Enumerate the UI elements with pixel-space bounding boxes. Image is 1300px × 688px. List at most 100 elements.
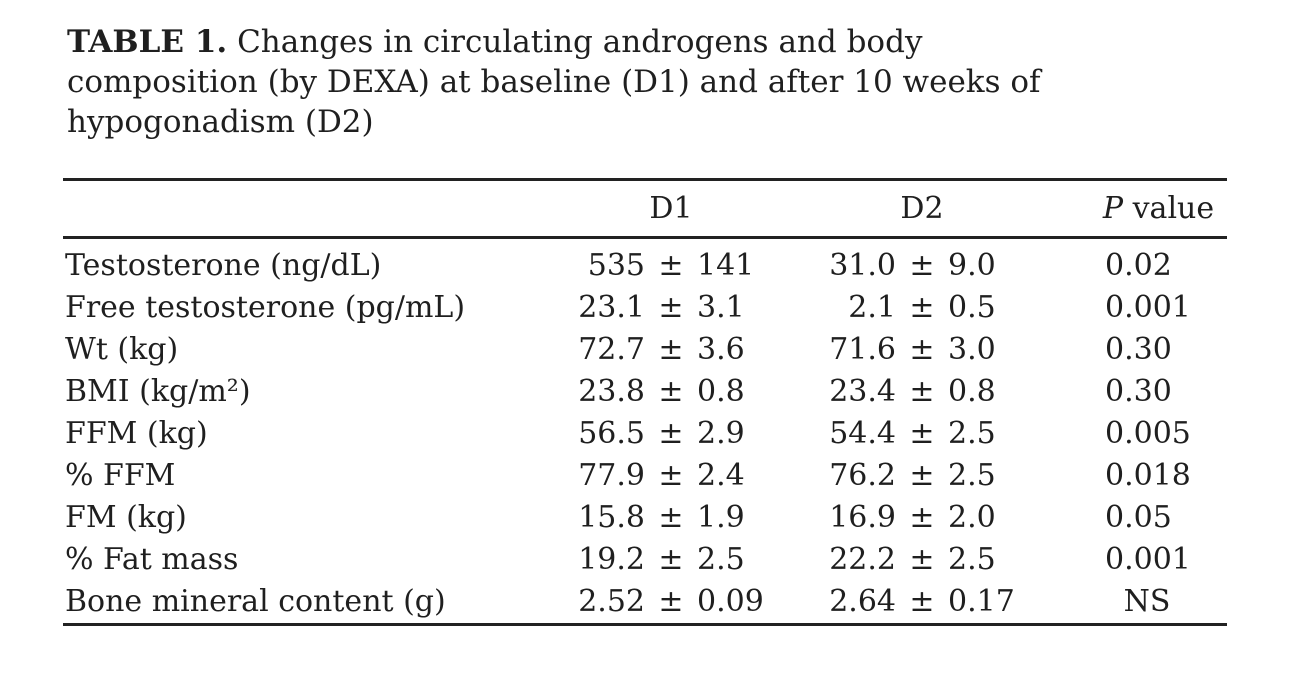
d1-plus-minus: ± xyxy=(658,374,684,409)
d1-mean: 72.7 xyxy=(578,332,645,367)
col-header-p-value: P value xyxy=(1090,181,1227,236)
d1-plus-minus: ± xyxy=(658,584,684,619)
p-value: NS xyxy=(1123,584,1171,619)
table-row: FM (kg) 15.8 ±1.9 16.9 ±2.0 0.05 xyxy=(63,497,1227,539)
d1-error: 1.9 xyxy=(697,500,745,535)
table-row: BMI (kg/m²) 23.8 ±0.8 23.4 ±0.8 0.30 xyxy=(63,371,1227,413)
p-italic: P xyxy=(1102,191,1124,226)
d2-plus-minus: ± xyxy=(909,542,935,577)
table-row: FFM (kg) 56.5 ±2.9 54.4 ±2.5 0.005 xyxy=(63,413,1227,455)
d1-mean: 23.1 xyxy=(578,290,645,325)
d1-error: 0.8 xyxy=(697,374,745,409)
d2-plus-minus: ± xyxy=(909,416,935,451)
p-value: 0.001 xyxy=(1105,290,1191,325)
table-row: Testosterone (ng/dL) 535 ±141 31.0 ±9.0 0.02 xyxy=(63,245,1227,287)
d1-error: 2.9 xyxy=(697,416,745,451)
caption-line-3: hypogonadism (D2) xyxy=(67,104,374,140)
d1-plus-minus: ± xyxy=(658,458,684,493)
d2-mean: 76.2 xyxy=(829,458,896,493)
caption-text-1: Changes in circulating androgens and bod… xyxy=(237,24,923,60)
caption-table-number: TABLE 1. xyxy=(67,24,228,60)
p-value: 0.05 xyxy=(1105,500,1172,535)
table-top-rule xyxy=(63,178,1227,181)
p-value: 0.30 xyxy=(1105,332,1172,367)
d2-mean: 2.1 xyxy=(848,290,896,325)
table-row: Wt (kg) 72.7 ±3.6 71.6 ±3.0 0.30 xyxy=(63,329,1227,371)
d2-error: 0.17 xyxy=(948,584,1015,619)
row-label: Free testosterone (pg/mL) xyxy=(65,290,466,325)
d2-plus-minus: ± xyxy=(909,374,935,409)
row-label: Bone mineral content (g) xyxy=(65,584,446,619)
table-row: Bone mineral content (g) 2.52 ±0.09 2.64 ±0.… xyxy=(63,581,1227,623)
d2-error: 0.8 xyxy=(948,374,996,409)
d2-plus-minus: ± xyxy=(909,500,935,535)
table-mid-rule xyxy=(63,236,1227,239)
row-label: BMI (kg/m²) xyxy=(65,374,251,409)
d1-error: 3.1 xyxy=(697,290,745,325)
row-label: Wt (kg) xyxy=(65,332,179,367)
d1-mean: 535 xyxy=(587,248,645,283)
d1-mean: 56.5 xyxy=(578,416,645,451)
row-label: FM (kg) xyxy=(65,500,187,535)
table-body: Testosterone (ng/dL) 535 ±141 31.0 ±9.0 0.02 F… xyxy=(63,239,1227,623)
p-value: 0.005 xyxy=(1105,416,1191,451)
p-value-cell: 0.001 xyxy=(1090,287,1227,329)
d1-plus-minus: ± xyxy=(658,416,684,451)
d2-error: 2.5 xyxy=(948,416,996,451)
d1-plus-minus: ± xyxy=(658,248,684,283)
caption-line-1: TABLE 1. Changes in circulating androgen… xyxy=(67,22,1207,62)
p-value-cell: 0.001 xyxy=(1090,539,1227,581)
p-value-cell: 0.30 xyxy=(1090,371,1227,413)
d1-plus-minus: ± xyxy=(658,500,684,535)
p-value: 0.001 xyxy=(1105,542,1191,577)
p-value: 0.018 xyxy=(1105,458,1191,493)
row-label: % FFM xyxy=(65,458,176,493)
row-label: % Fat mass xyxy=(65,542,239,577)
row-label: FFM (kg) xyxy=(65,416,208,451)
d2-error: 2.5 xyxy=(948,542,996,577)
d1-mean: 77.9 xyxy=(578,458,645,493)
d2-mean: 22.2 xyxy=(829,542,896,577)
d1-error: 3.6 xyxy=(697,332,745,367)
table-header-row: D1 D2 P value xyxy=(63,181,1227,236)
d2-mean: 71.6 xyxy=(829,332,896,367)
d1-error: 2.5 xyxy=(697,542,745,577)
row-label: Testosterone (ng/dL) xyxy=(65,248,382,283)
d2-plus-minus: ± xyxy=(909,290,935,325)
d1-error: 0.09 xyxy=(697,584,764,619)
d2-error: 9.0 xyxy=(948,248,996,283)
table-caption: TABLE 1. Changes in circulating androgen… xyxy=(67,22,1207,142)
table-bottom-rule xyxy=(63,623,1227,626)
d2-error: 2.0 xyxy=(948,500,996,535)
d2-mean: 31.0 xyxy=(829,248,896,283)
table-row: Free testosterone (pg/mL) 23.1 ±3.1 2.1 ±0.5… xyxy=(63,287,1227,329)
p-value: 0.30 xyxy=(1105,374,1172,409)
d1-plus-minus: ± xyxy=(658,332,684,367)
d2-error: 3.0 xyxy=(948,332,996,367)
col-header-d1: D1 xyxy=(649,191,693,226)
d1-mean: 19.2 xyxy=(578,542,645,577)
table-row: % Fat mass 19.2 ±2.5 22.2 ±2.5 0.001 xyxy=(63,539,1227,581)
p-value: 0.02 xyxy=(1105,248,1172,283)
d2-mean: 54.4 xyxy=(829,416,896,451)
d2-plus-minus: ± xyxy=(909,458,935,493)
d2-error: 2.5 xyxy=(948,458,996,493)
data-table: D1 D2 P value Testosterone (ng/dL) 535 ±14… xyxy=(63,178,1227,626)
d1-mean: 23.8 xyxy=(578,374,645,409)
p-value-cell: 0.005 xyxy=(1090,413,1227,455)
d2-plus-minus: ± xyxy=(909,248,935,283)
p-value-cell: 0.02 xyxy=(1090,245,1227,287)
caption-line-2: composition (by DEXA) at baseline (D1) a… xyxy=(67,64,1041,100)
d2-mean: 23.4 xyxy=(829,374,896,409)
col-header-d2: D2 xyxy=(900,191,944,226)
d1-error: 141 xyxy=(697,248,755,283)
p-value-cell: 0.018 xyxy=(1090,455,1227,497)
d1-error: 2.4 xyxy=(697,458,745,493)
p-value-cell: 0.30 xyxy=(1090,329,1227,371)
table-row: % FFM 77.9 ±2.4 76.2 ±2.5 0.018 xyxy=(63,455,1227,497)
d2-plus-minus: ± xyxy=(909,332,935,367)
d2-error: 0.5 xyxy=(948,290,996,325)
p-value-cell: NS xyxy=(1090,581,1227,623)
d1-plus-minus: ± xyxy=(658,290,684,325)
